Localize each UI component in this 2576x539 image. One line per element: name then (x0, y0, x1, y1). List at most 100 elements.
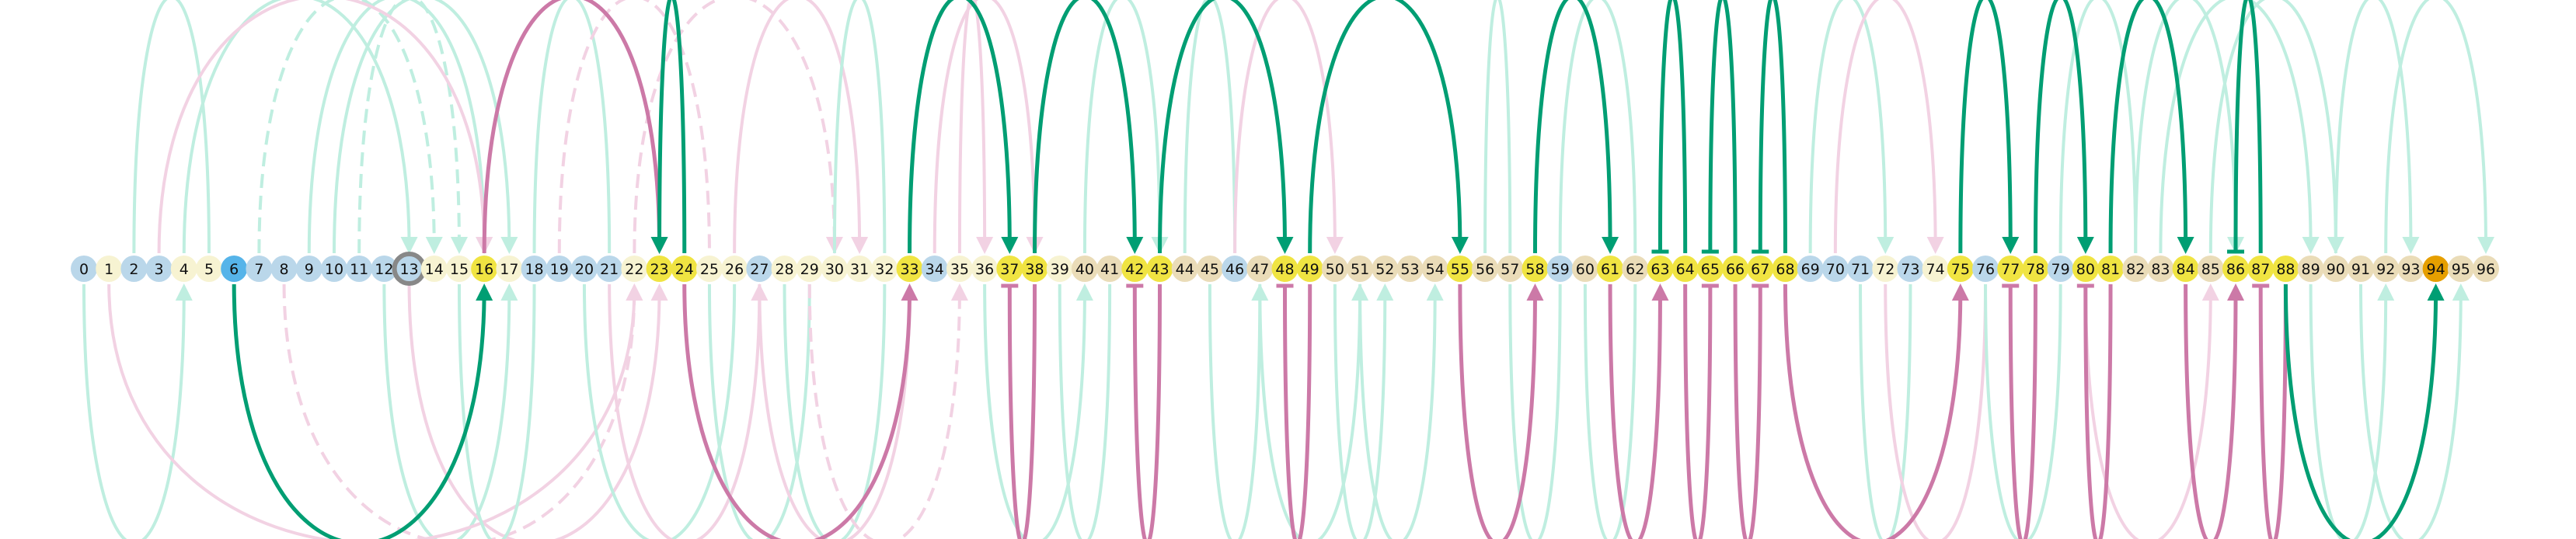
arc-44-to-46 (1183, 0, 1237, 254)
node-94: 94 (2422, 256, 2449, 282)
node-circle (746, 256, 773, 282)
node-circle (2072, 256, 2099, 282)
arc-path (633, 0, 836, 254)
arc-24-to-23 (650, 0, 687, 254)
arc-path (1808, 0, 1888, 254)
node-42: 42 (1121, 256, 1149, 282)
node-50: 50 (1321, 256, 1348, 282)
node-label: 42 (1125, 261, 1144, 278)
node-circle (1372, 256, 1399, 282)
node-64: 64 (1671, 256, 1699, 282)
node-circle (195, 256, 222, 282)
arc-84-to-86 (2184, 283, 2245, 539)
arrowhead (1951, 283, 1969, 301)
node-circle (621, 256, 648, 282)
arrowhead (1926, 237, 1944, 254)
arc-15-to-18 (457, 283, 536, 539)
arc-path (1657, 0, 1688, 254)
arc-path (2058, 0, 2138, 254)
node-label: 79 (2051, 261, 2070, 278)
arc-29-to-35 (807, 283, 968, 539)
node-label: 59 (1551, 261, 1570, 278)
node-label: 81 (2101, 261, 2120, 278)
node-circle (496, 256, 523, 282)
arc-80-to-85 (2083, 283, 2219, 539)
node-26: 26 (721, 256, 748, 282)
node-circle (1821, 256, 1849, 282)
node-label: 86 (2226, 261, 2245, 278)
arrowhead (2302, 237, 2320, 254)
arc-43-to-42 (1126, 283, 1163, 539)
arrowhead (1126, 237, 1144, 254)
node-label: 48 (1275, 261, 1294, 278)
node-circle (1772, 256, 1799, 282)
node-18: 18 (521, 256, 548, 282)
arrowhead (1602, 237, 1619, 254)
arc-38-to-37 (1001, 283, 1037, 539)
node-circle (1922, 256, 1949, 282)
arc-path (482, 0, 662, 254)
node-label: 9 (305, 261, 314, 278)
node-82: 82 (2122, 256, 2149, 282)
node-label: 38 (1025, 261, 1044, 278)
arrowhead (2076, 237, 2094, 254)
node-circle (1146, 256, 1173, 282)
node-19: 19 (546, 256, 573, 282)
node-circle (1196, 256, 1223, 282)
arc-0-to-4 (82, 283, 193, 539)
arc-path (1183, 0, 1237, 254)
arc-path (1358, 283, 1437, 539)
arc-path (1583, 283, 1637, 539)
node-61: 61 (1597, 256, 1624, 282)
node-label: 29 (800, 261, 819, 278)
node-circle (1897, 256, 1924, 282)
arc-81-to-84 (2108, 0, 2194, 254)
node-label: 88 (2276, 261, 2295, 278)
arc-path (332, 0, 511, 254)
node-83: 83 (2147, 256, 2174, 282)
node-circle (1171, 256, 1198, 282)
node-0: 0 (71, 256, 97, 282)
arc-19-to-25 (557, 0, 711, 254)
arc-path (1733, 283, 1762, 539)
node-circle (1797, 256, 1824, 282)
node-51: 51 (1347, 256, 1374, 282)
node-label: 75 (1951, 261, 1970, 278)
node-label: 55 (1451, 261, 1469, 278)
node-46: 46 (1222, 256, 1249, 282)
arc-path (2384, 0, 2487, 254)
arrowhead (1276, 237, 1294, 254)
node-67: 67 (1747, 256, 1774, 282)
node-label: 5 (204, 261, 214, 278)
node-label: 14 (425, 261, 444, 278)
arc-path (257, 0, 436, 254)
node-label: 11 (350, 261, 368, 278)
node-label: 76 (1976, 261, 1995, 278)
node-label: 0 (79, 261, 89, 278)
node-circle (420, 256, 448, 282)
node-75: 75 (1947, 256, 1974, 282)
arc-path (232, 283, 486, 539)
arc-70-to-74 (1833, 0, 1944, 254)
node-circle (521, 256, 548, 282)
node-label: 25 (700, 261, 719, 278)
arc-path (2083, 283, 2113, 539)
node-40: 40 (1071, 256, 1098, 282)
node-label: 35 (950, 261, 969, 278)
node-label: 56 (1476, 261, 1494, 278)
node-circle (1546, 256, 1574, 282)
arc-path (2033, 0, 2088, 254)
node-circle (1997, 256, 2024, 282)
node-label: 52 (1375, 261, 1394, 278)
arrowhead (1451, 237, 1469, 254)
node-68: 68 (1772, 256, 1799, 282)
node-28: 28 (771, 256, 798, 282)
node-32: 32 (871, 256, 898, 282)
arrowhead (1001, 237, 1019, 254)
node-circle (2097, 256, 2125, 282)
node-label: 78 (2026, 261, 2044, 278)
node-96: 96 (2473, 256, 2499, 282)
node-circle (996, 256, 1023, 282)
arc-28-to-32 (783, 283, 887, 539)
